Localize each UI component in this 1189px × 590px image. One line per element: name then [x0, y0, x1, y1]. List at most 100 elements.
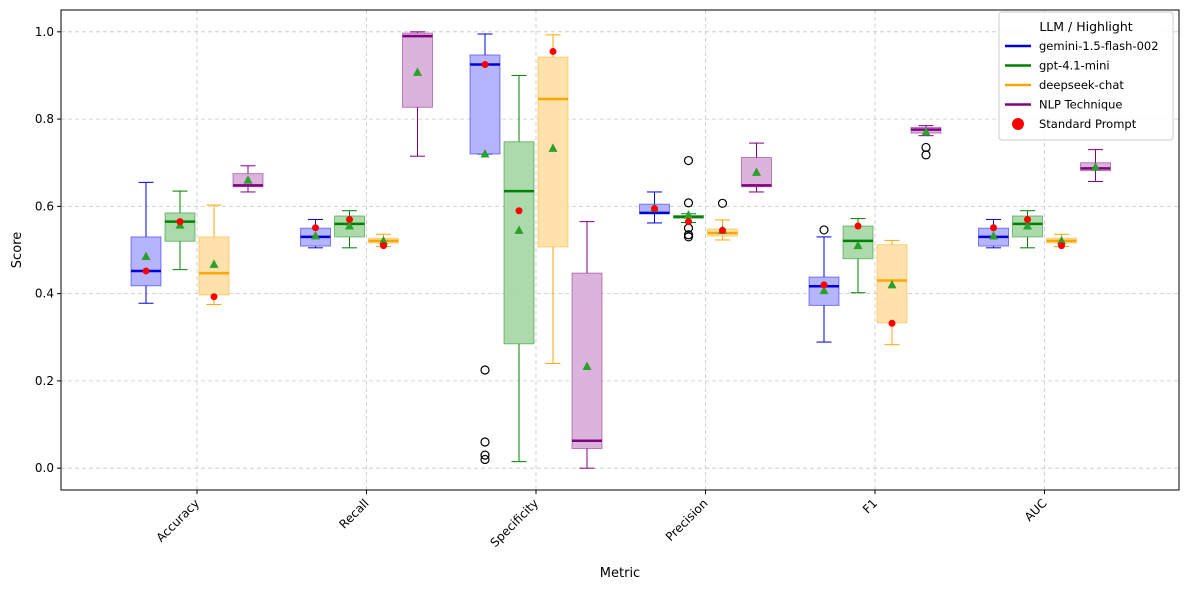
- x-tick-label-auc: AUC: [1022, 496, 1050, 524]
- legend-swatch-dot: [1012, 118, 1024, 130]
- mean-marker: [548, 143, 558, 152]
- box-f1: [910, 125, 942, 160]
- outlier-point: [683, 198, 694, 208]
- y-tick-label: 0.8: [35, 112, 54, 126]
- x-tick-label-f1: F1: [860, 496, 880, 516]
- outlier-point: [480, 365, 490, 375]
- box-specificity: [537, 34, 569, 364]
- series-gpt-4-1-mini: [164, 74, 1043, 463]
- standard-prompt-point: [820, 281, 828, 289]
- x-tick-label-specificity: Specificity: [487, 496, 541, 550]
- legend-label: gemini-1.5-flash-002: [1039, 39, 1159, 53]
- box-accuracy: [198, 204, 230, 306]
- legend-label: gpt-4.1-mini: [1039, 59, 1110, 73]
- box-precision: [673, 155, 704, 242]
- mean-marker: [209, 259, 219, 268]
- standard-prompt-point: [515, 207, 523, 215]
- box-specificity: [571, 221, 603, 469]
- mean-marker: [752, 167, 761, 176]
- mean-marker: [243, 175, 253, 184]
- box-auc: [1046, 233, 1077, 250]
- mean-marker: [413, 67, 422, 76]
- legend-label: Standard Prompt: [1039, 117, 1137, 131]
- grid-lines: [61, 10, 1179, 490]
- y-tick-label: 1.0: [35, 25, 54, 39]
- x-axis-label: Metric: [600, 566, 640, 581]
- standard-prompt-point: [1024, 215, 1031, 223]
- mean-marker: [379, 235, 388, 245]
- outlier-point: [717, 198, 728, 208]
- outlier-point: [683, 232, 694, 242]
- outlier-point: [480, 437, 490, 447]
- standard-prompt-point: [990, 224, 997, 232]
- box-body: [503, 141, 535, 345]
- y-axis: 0.0 0.2 0.4 0.6 0.8 1.0: [35, 25, 61, 475]
- y-tick-label: 0.0: [35, 461, 54, 475]
- x-axis: Accuracy Recall Specificity Precision F1 AUC: [153, 490, 1050, 550]
- box-recall: [368, 233, 399, 250]
- standard-prompt-point: [210, 293, 218, 301]
- mean-marker: [819, 285, 829, 295]
- mean-marker: [480, 149, 490, 158]
- box-accuracy: [164, 190, 196, 271]
- mean-marker: [1091, 162, 1100, 171]
- outlier-point: [480, 450, 490, 460]
- standard-prompt-point: [176, 218, 184, 226]
- box-f1: [876, 239, 908, 346]
- box-recall: [334, 210, 365, 249]
- x-tick-label-precision: Precision: [663, 496, 711, 544]
- box-auc: [1080, 149, 1111, 182]
- legend-entry-nlp-technique: NLP Technique: [1005, 98, 1123, 112]
- legend-title: LLM / Highlight: [1039, 19, 1132, 34]
- mean-marker: [1057, 235, 1066, 245]
- y-axis-label: Score: [10, 232, 25, 268]
- standard-prompt-point: [685, 218, 692, 226]
- legend-entry-gpt-4-1-mini: gpt-4.1-mini: [1005, 59, 1110, 73]
- x-tick-label-accuracy: Accuracy: [153, 496, 202, 545]
- mean-marker: [989, 231, 998, 240]
- box-body: [130, 236, 162, 287]
- standard-prompt-point: [888, 319, 896, 327]
- standard-prompt-point: [549, 47, 557, 55]
- legend: LLM / Highlight gemini-1.5-flash-002 gpt-…: [998, 11, 1174, 141]
- y-tick-label: 0.2: [35, 374, 54, 388]
- box-precision: [639, 191, 670, 224]
- series-deepseek-chat: [198, 34, 1077, 364]
- standard-prompt-point: [854, 222, 862, 230]
- box-accuracy: [232, 165, 264, 193]
- legend-entries: gemini-1.5-flash-002 gpt-4.1-mini deepseek…: [1005, 39, 1159, 131]
- standard-prompt-point: [380, 242, 387, 250]
- box-auc: [978, 218, 1009, 249]
- box-f1: [808, 225, 840, 343]
- mean-marker: [311, 231, 320, 240]
- standard-prompt-point: [651, 205, 658, 213]
- box-recall: [402, 31, 433, 157]
- standard-prompt-point: [312, 224, 319, 232]
- legend-entry-gemini-1-5-flash-002: gemini-1.5-flash-002: [1005, 39, 1159, 53]
- mean-marker: [582, 361, 592, 371]
- series-gemini-1-5-flash-002: [130, 33, 1009, 465]
- mean-marker: [141, 251, 151, 261]
- y-tick-label: 0.6: [35, 199, 54, 213]
- box-recall: [300, 218, 331, 249]
- mean-marker: [887, 279, 897, 289]
- box-body: [537, 56, 569, 248]
- mean-marker: [1023, 221, 1032, 230]
- mean-marker: [853, 240, 863, 250]
- box-body: [571, 272, 603, 450]
- box-accuracy: [130, 181, 162, 304]
- series-nlp-technique: [232, 31, 1111, 469]
- box-precision: [707, 198, 738, 241]
- outlier-point: [683, 155, 694, 166]
- outlier-point: [921, 150, 931, 160]
- standard-prompt-point: [481, 61, 489, 69]
- legend-label: deepseek-chat: [1039, 78, 1124, 92]
- mean-marker: [514, 225, 524, 234]
- standard-prompt-point: [1058, 242, 1065, 250]
- box-auc: [1012, 210, 1043, 249]
- x-tick-label-recall: Recall: [336, 496, 371, 531]
- legend-frame: [998, 11, 1174, 141]
- plot-area-frame: [60, 9, 1180, 491]
- box-f1: [842, 218, 874, 294]
